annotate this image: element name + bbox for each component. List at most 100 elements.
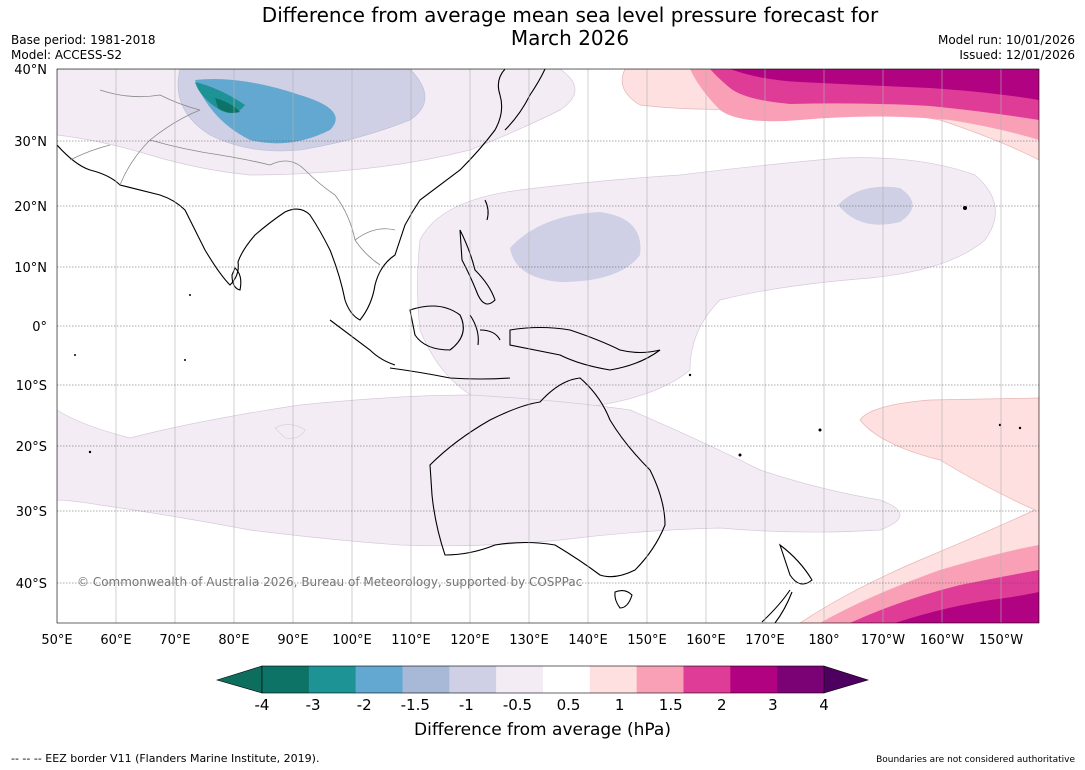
latitude-label: 10°N xyxy=(14,261,47,276)
longitude-label: 170°W xyxy=(861,633,905,648)
colorbar-segment xyxy=(730,666,778,693)
longitude-label: 130°E xyxy=(509,633,549,648)
latitude-labels: 40°N 30°N 20°N 10°N 0° 10°S 20°S 30°S 40°S xyxy=(14,63,47,592)
anomaly-region-indian-ocean-weak-negative xyxy=(57,394,901,547)
colorbar-segment xyxy=(543,666,591,693)
colorbar-segment xyxy=(496,666,544,693)
coastline-taiwan xyxy=(484,199,489,221)
longitude-label: 180° xyxy=(808,633,839,648)
meta-right: Model run: 10/01/2026 Issued: 12/01/2026 xyxy=(938,33,1075,63)
coastline-java xyxy=(389,367,511,380)
coastline-new-zealand-north-island xyxy=(778,543,813,585)
eez-border-note: -- -- -- EEZ border V11 (Flanders Marine… xyxy=(11,752,320,765)
colorbar-segment xyxy=(355,666,403,693)
longitude-label: 160°W xyxy=(920,633,964,648)
border-central-asia xyxy=(99,89,201,111)
colorbar-title: Difference from average (hPa) xyxy=(414,720,671,740)
longitude-labels: 50°E 60°E 70°E 80°E 90°E 100°E 110°E 120°E 130°E… xyxy=(41,633,1023,648)
border-middle-east xyxy=(69,144,111,161)
colorbar-frame xyxy=(261,665,825,694)
border-indochina xyxy=(334,194,396,266)
longitude-label: 50°E xyxy=(41,633,72,648)
coastline-tasmania xyxy=(614,589,633,609)
colorbar-tick-label: -1 xyxy=(459,696,474,714)
copyright-notice: © Commonwealth of Australia 2026, Bureau… xyxy=(77,575,583,589)
colorbar-tick-label: -1.5 xyxy=(401,696,430,714)
colorbar-tick-label: 1 xyxy=(615,696,625,714)
longitude-label: 90°E xyxy=(277,633,308,648)
colorbar-tick-label: -2 xyxy=(357,696,372,714)
colorbar-ticks: -4 -3 -2 -1.5 -1 -0.5 0.5 1 1.5 2 3 4 xyxy=(255,696,829,714)
anomaly-region-tibet-moderate xyxy=(195,79,336,144)
island-marker xyxy=(818,428,822,432)
anomaly-region-indian-ocean-small xyxy=(274,424,306,439)
colorbar-tick-label: 2 xyxy=(717,696,727,714)
coastline-australia xyxy=(429,377,666,578)
coastline-philippines xyxy=(459,229,496,305)
graticule xyxy=(57,69,1039,623)
coastline-japan xyxy=(504,69,546,131)
latitude-label: 0° xyxy=(32,320,47,335)
colorbar-tick-label: 1.5 xyxy=(659,696,683,714)
longitude-label: 110°E xyxy=(391,633,431,648)
pacific-islands xyxy=(74,206,1022,457)
island-marker xyxy=(998,423,1002,427)
longitude-label: 70°E xyxy=(159,633,190,648)
longitude-label: 160°E xyxy=(686,633,726,648)
latitude-label: 30°N xyxy=(14,135,47,150)
latitude-label: 20°N xyxy=(14,200,47,215)
colorbar-tick-label: -3 xyxy=(306,696,321,714)
coastline-arabia-india-southeast-asia xyxy=(57,69,506,321)
colorbar-segment xyxy=(636,666,684,693)
colorbar-segment xyxy=(777,666,825,693)
base-period: Base period: 1981-2018 xyxy=(11,33,156,47)
colorbar-segment xyxy=(683,666,731,693)
island-marker xyxy=(688,373,692,377)
longitude-label: 120°E xyxy=(450,633,490,648)
longitude-label: 140°E xyxy=(568,633,608,648)
longitude-label: 170°E xyxy=(745,633,785,648)
latitude-label: 40°N xyxy=(14,63,47,78)
colorbar-tick-label: -0.5 xyxy=(503,696,532,714)
island-marker xyxy=(184,359,186,361)
island-marker xyxy=(189,294,191,296)
longitude-label: 80°E xyxy=(218,633,249,648)
anomaly-region-southeast-core-positive xyxy=(895,592,1039,623)
model-run: Model run: 10/01/2026 xyxy=(937,33,1075,47)
coastline-sulawesi xyxy=(469,314,501,346)
colorbar-tick-label: -4 xyxy=(255,696,270,714)
map-title: Difference from average mean sea level p… xyxy=(200,4,940,50)
title-line-2: March 2026 xyxy=(510,26,630,50)
anomaly-region-central-pacific-negative xyxy=(838,186,913,225)
anomaly-region-tibet-strong xyxy=(195,82,245,114)
colorbar-tick-label: 3 xyxy=(768,696,778,714)
model-name: Model: ACCESS-S2 xyxy=(11,48,123,62)
longitude-label: 150°E xyxy=(627,633,667,648)
colorbar-segment xyxy=(449,666,497,693)
longitude-label: 150°W xyxy=(979,633,1023,648)
colorbar-low-arrow xyxy=(215,665,263,694)
colorbar-tick-label: 0.5 xyxy=(557,696,581,714)
coastlines xyxy=(57,69,813,623)
pressure-anomaly-fields xyxy=(57,69,1039,623)
coastline-borneo xyxy=(409,305,464,351)
longitude-label: 60°E xyxy=(100,633,131,648)
latitude-label: 20°S xyxy=(16,440,47,455)
colorbar-tick-label: 4 xyxy=(819,696,829,714)
colorbar-segments xyxy=(262,666,825,693)
coastline-new-guinea xyxy=(509,326,661,371)
colorbar-segment xyxy=(308,666,356,693)
meta-left: Base period: 1981-2018 Model: ACCESS-S2 xyxy=(11,33,156,63)
latitude-label: 30°S xyxy=(16,505,47,520)
colorbar-segment xyxy=(262,666,310,693)
issued-date: Issued: 12/01/2026 xyxy=(959,48,1075,62)
latitude-label: 40°S xyxy=(16,577,47,592)
country-borders xyxy=(69,89,396,266)
colorbar-segment xyxy=(589,666,637,693)
map-plot-area xyxy=(57,69,1039,623)
coastline-sri-lanka xyxy=(231,267,242,291)
island-marker xyxy=(963,206,967,210)
border-south-asia xyxy=(119,109,336,196)
map-frame xyxy=(56,68,1040,624)
